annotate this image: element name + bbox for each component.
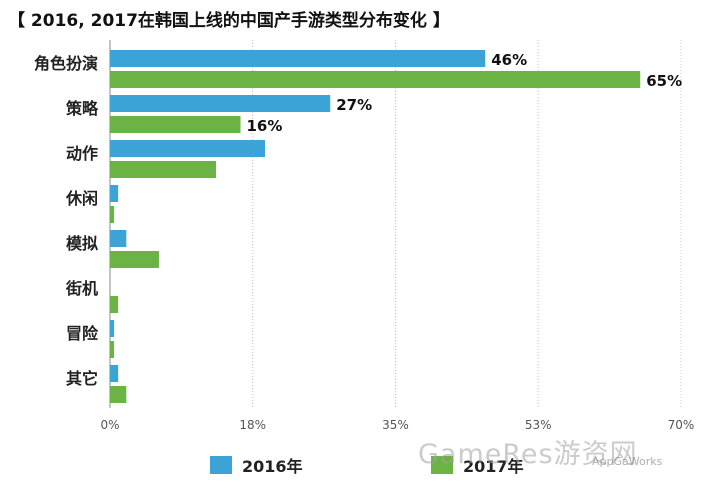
data-label: 65% xyxy=(646,72,682,90)
data-label: 27% xyxy=(336,96,372,114)
legend-swatch-2016 xyxy=(210,456,232,474)
category-label: 模拟 xyxy=(66,234,98,253)
x-tick-label: 18% xyxy=(239,418,266,432)
bar-2017 xyxy=(110,206,115,223)
bar-2016 xyxy=(110,50,486,67)
bar-2017 xyxy=(110,116,241,133)
bar-2017 xyxy=(110,386,127,403)
watermark-text: GameRes游资网 xyxy=(418,439,638,470)
category-label: 策略 xyxy=(65,99,99,118)
x-tick-label: 35% xyxy=(382,418,409,432)
legend-label-2016: 2016年 xyxy=(242,457,303,476)
bar-2016 xyxy=(110,185,119,202)
category-label: 冒险 xyxy=(66,324,99,343)
legend-label-2017: 2017年 xyxy=(463,457,524,476)
x-tick-label: 0% xyxy=(100,418,119,432)
bar-2016 xyxy=(110,140,265,157)
bar-2016 xyxy=(110,95,331,112)
bar-2017 xyxy=(110,341,115,358)
x-tick-label: 70% xyxy=(668,418,695,432)
bar-2017 xyxy=(110,251,159,268)
category-label: 休闲 xyxy=(65,189,98,208)
data-label: 46% xyxy=(491,51,527,69)
bar-2017 xyxy=(110,161,217,178)
bar-2017 xyxy=(110,296,119,313)
x-tick-label: 53% xyxy=(525,418,552,432)
bar-2016 xyxy=(110,320,115,337)
chart-title: 【 2016, 2017在韩国上线的中国产手游类型分布变化 】 xyxy=(8,11,450,31)
bar-2017 xyxy=(110,71,641,88)
watermark-sub-text: AppGaWorks xyxy=(592,455,663,468)
category-label: 角色扮演 xyxy=(34,54,98,73)
category-label: 动作 xyxy=(66,144,98,163)
legend-swatch-2017 xyxy=(431,456,453,474)
category-label: 街机 xyxy=(65,279,98,298)
category-label: 其它 xyxy=(66,369,98,388)
bar-2016 xyxy=(110,230,127,247)
data-label: 16% xyxy=(247,117,283,135)
bar-2016 xyxy=(110,365,119,382)
